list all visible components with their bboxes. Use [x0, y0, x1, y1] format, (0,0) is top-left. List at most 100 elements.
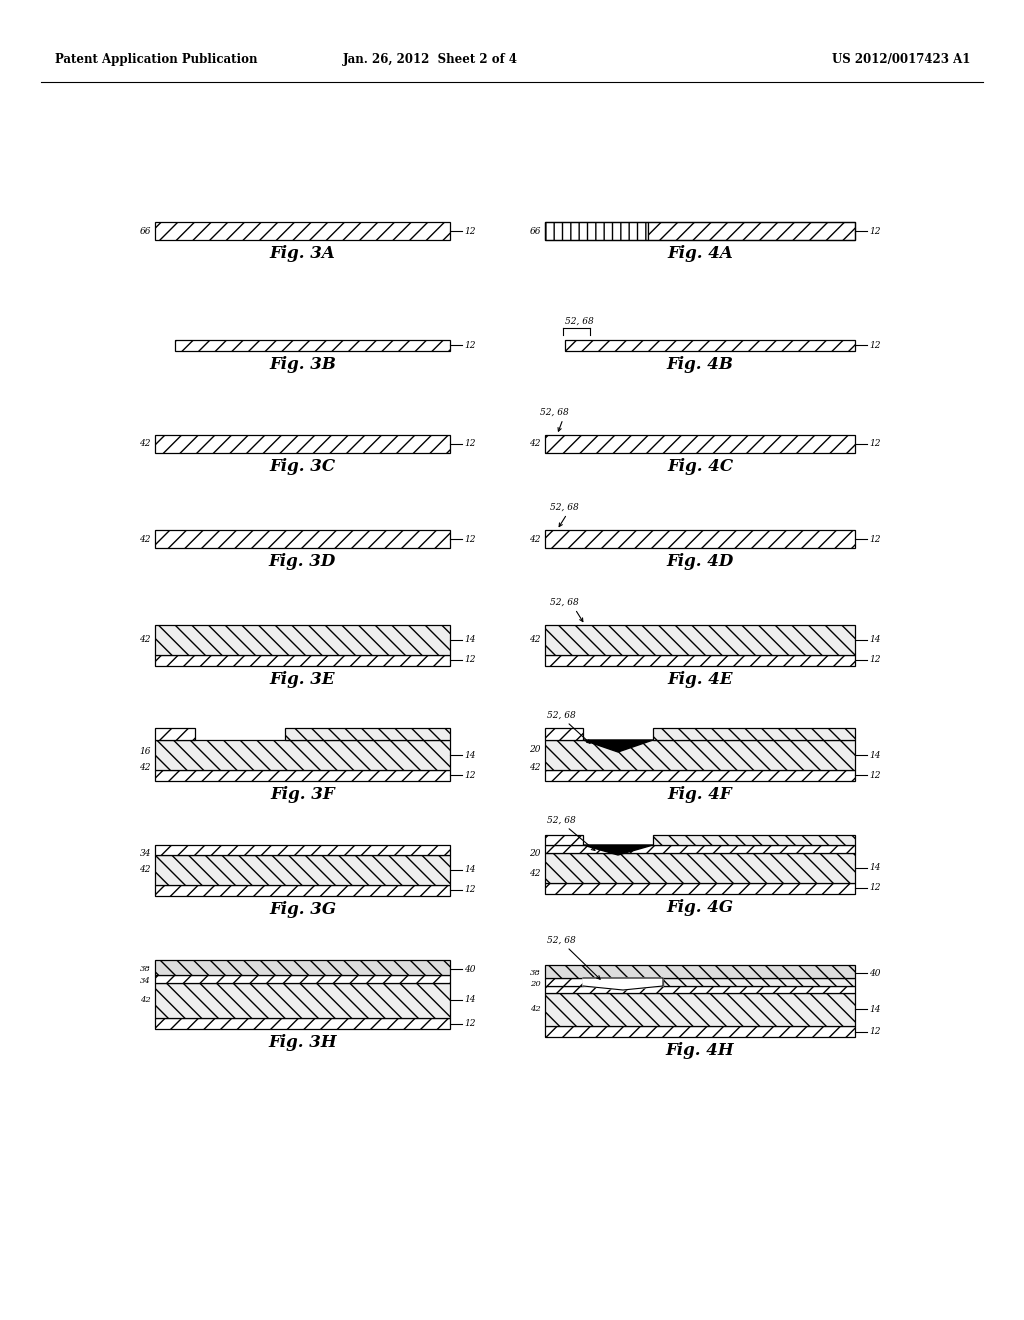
Text: 12: 12	[464, 1019, 475, 1028]
Text: Fig. 3F: Fig. 3F	[270, 785, 335, 803]
Text: Fig. 4C: Fig. 4C	[667, 458, 733, 475]
Text: 52, 68: 52, 68	[550, 598, 579, 607]
Text: Fig. 4E: Fig. 4E	[668, 671, 733, 688]
Text: 20: 20	[529, 850, 541, 858]
Bar	[155, 741, 450, 770]
Text: Fig. 4A: Fig. 4A	[667, 246, 733, 261]
Text: 12: 12	[869, 227, 881, 235]
Text: 12: 12	[869, 440, 881, 449]
Text: 40: 40	[464, 965, 475, 974]
Text: Fig. 4H: Fig. 4H	[666, 1041, 734, 1059]
Bar	[545, 978, 583, 986]
Bar	[545, 531, 855, 548]
Text: 52, 68: 52, 68	[547, 816, 575, 825]
Bar	[155, 884, 450, 896]
Text: 42: 42	[139, 763, 151, 771]
Text: 66: 66	[139, 227, 151, 235]
Text: 12: 12	[464, 440, 475, 449]
Text: 34: 34	[140, 977, 151, 985]
Bar	[663, 978, 855, 986]
Bar	[545, 655, 855, 667]
Text: Fig. 3E: Fig. 3E	[269, 671, 335, 688]
Bar	[545, 624, 855, 655]
Bar	[545, 222, 855, 240]
Bar	[155, 845, 450, 855]
Text: Jan. 26, 2012  Sheet 2 of 4: Jan. 26, 2012 Sheet 2 of 4	[342, 54, 517, 66]
Text: 12: 12	[464, 886, 475, 895]
Text: 12: 12	[869, 883, 881, 892]
Text: 12: 12	[464, 656, 475, 664]
Bar	[648, 222, 855, 240]
Bar	[545, 741, 855, 770]
Text: Fig. 4B: Fig. 4B	[667, 356, 733, 374]
Polygon shape	[583, 741, 653, 752]
Text: 42: 42	[140, 997, 151, 1005]
Bar	[155, 222, 450, 240]
Text: 14: 14	[869, 751, 881, 759]
Text: Fig. 4G: Fig. 4G	[667, 899, 733, 916]
Text: 52, 68: 52, 68	[547, 711, 575, 719]
Text: 42: 42	[529, 535, 541, 544]
Bar	[545, 436, 855, 453]
Text: 12: 12	[869, 1027, 881, 1036]
Bar	[653, 729, 855, 741]
Bar	[545, 1026, 855, 1038]
Text: 12: 12	[869, 535, 881, 544]
Text: 16: 16	[139, 747, 151, 756]
Bar	[545, 993, 855, 1026]
Text: 12: 12	[869, 656, 881, 664]
Bar	[545, 845, 855, 853]
Text: 52, 68: 52, 68	[565, 317, 594, 326]
Text: 42: 42	[529, 635, 541, 644]
Bar	[155, 729, 195, 741]
Text: 14: 14	[869, 1005, 881, 1014]
Text: 14: 14	[869, 635, 881, 644]
Text: Fig. 3G: Fig. 3G	[269, 902, 336, 917]
Text: Fig. 4D: Fig. 4D	[667, 553, 733, 570]
Text: Fig. 3B: Fig. 3B	[269, 356, 336, 374]
Text: 12: 12	[464, 771, 475, 780]
Text: Fig. 3A: Fig. 3A	[269, 246, 336, 261]
Bar	[155, 975, 450, 983]
Text: 14: 14	[464, 866, 475, 874]
Text: 40: 40	[869, 969, 881, 978]
Text: 14: 14	[464, 995, 475, 1005]
Text: 42: 42	[139, 635, 151, 644]
Bar	[155, 436, 450, 453]
Bar	[653, 836, 855, 845]
Bar	[285, 729, 450, 741]
Bar	[155, 1018, 450, 1030]
Text: 14: 14	[464, 635, 475, 644]
Polygon shape	[583, 845, 653, 855]
Bar	[155, 531, 450, 548]
Bar	[545, 853, 855, 883]
Bar	[155, 770, 450, 781]
Bar	[545, 836, 583, 845]
Bar	[545, 883, 855, 894]
Text: 42: 42	[139, 440, 151, 449]
Text: 52, 68: 52, 68	[550, 503, 579, 512]
Bar	[545, 986, 855, 993]
Text: 42: 42	[139, 535, 151, 544]
Text: 38: 38	[530, 969, 541, 977]
Bar	[155, 855, 450, 884]
Text: Fig. 3D: Fig. 3D	[269, 553, 336, 570]
Bar	[545, 222, 648, 240]
Text: 12: 12	[869, 771, 881, 780]
Text: 42: 42	[530, 1005, 541, 1012]
Text: Patent Application Publication: Patent Application Publication	[55, 54, 257, 66]
Text: 14: 14	[869, 863, 881, 873]
Text: 20: 20	[529, 746, 541, 755]
Bar	[155, 624, 450, 655]
Text: 12: 12	[464, 341, 475, 350]
Bar	[155, 983, 450, 1018]
Polygon shape	[583, 978, 663, 990]
Text: Fig. 4F: Fig. 4F	[668, 785, 732, 803]
Bar	[155, 960, 450, 975]
Text: 42: 42	[139, 866, 151, 874]
Text: 66: 66	[529, 227, 541, 235]
Bar	[565, 341, 855, 351]
Text: 12: 12	[464, 227, 475, 235]
Text: 14: 14	[464, 751, 475, 759]
Text: 38: 38	[140, 965, 151, 973]
